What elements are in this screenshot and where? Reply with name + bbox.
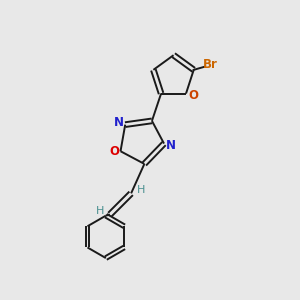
- Text: H: H: [96, 206, 105, 216]
- Text: O: O: [188, 88, 198, 101]
- Text: N: N: [114, 116, 124, 129]
- Text: Br: Br: [203, 58, 218, 71]
- Text: H: H: [137, 185, 146, 195]
- Text: N: N: [166, 140, 176, 152]
- Text: O: O: [109, 145, 119, 158]
